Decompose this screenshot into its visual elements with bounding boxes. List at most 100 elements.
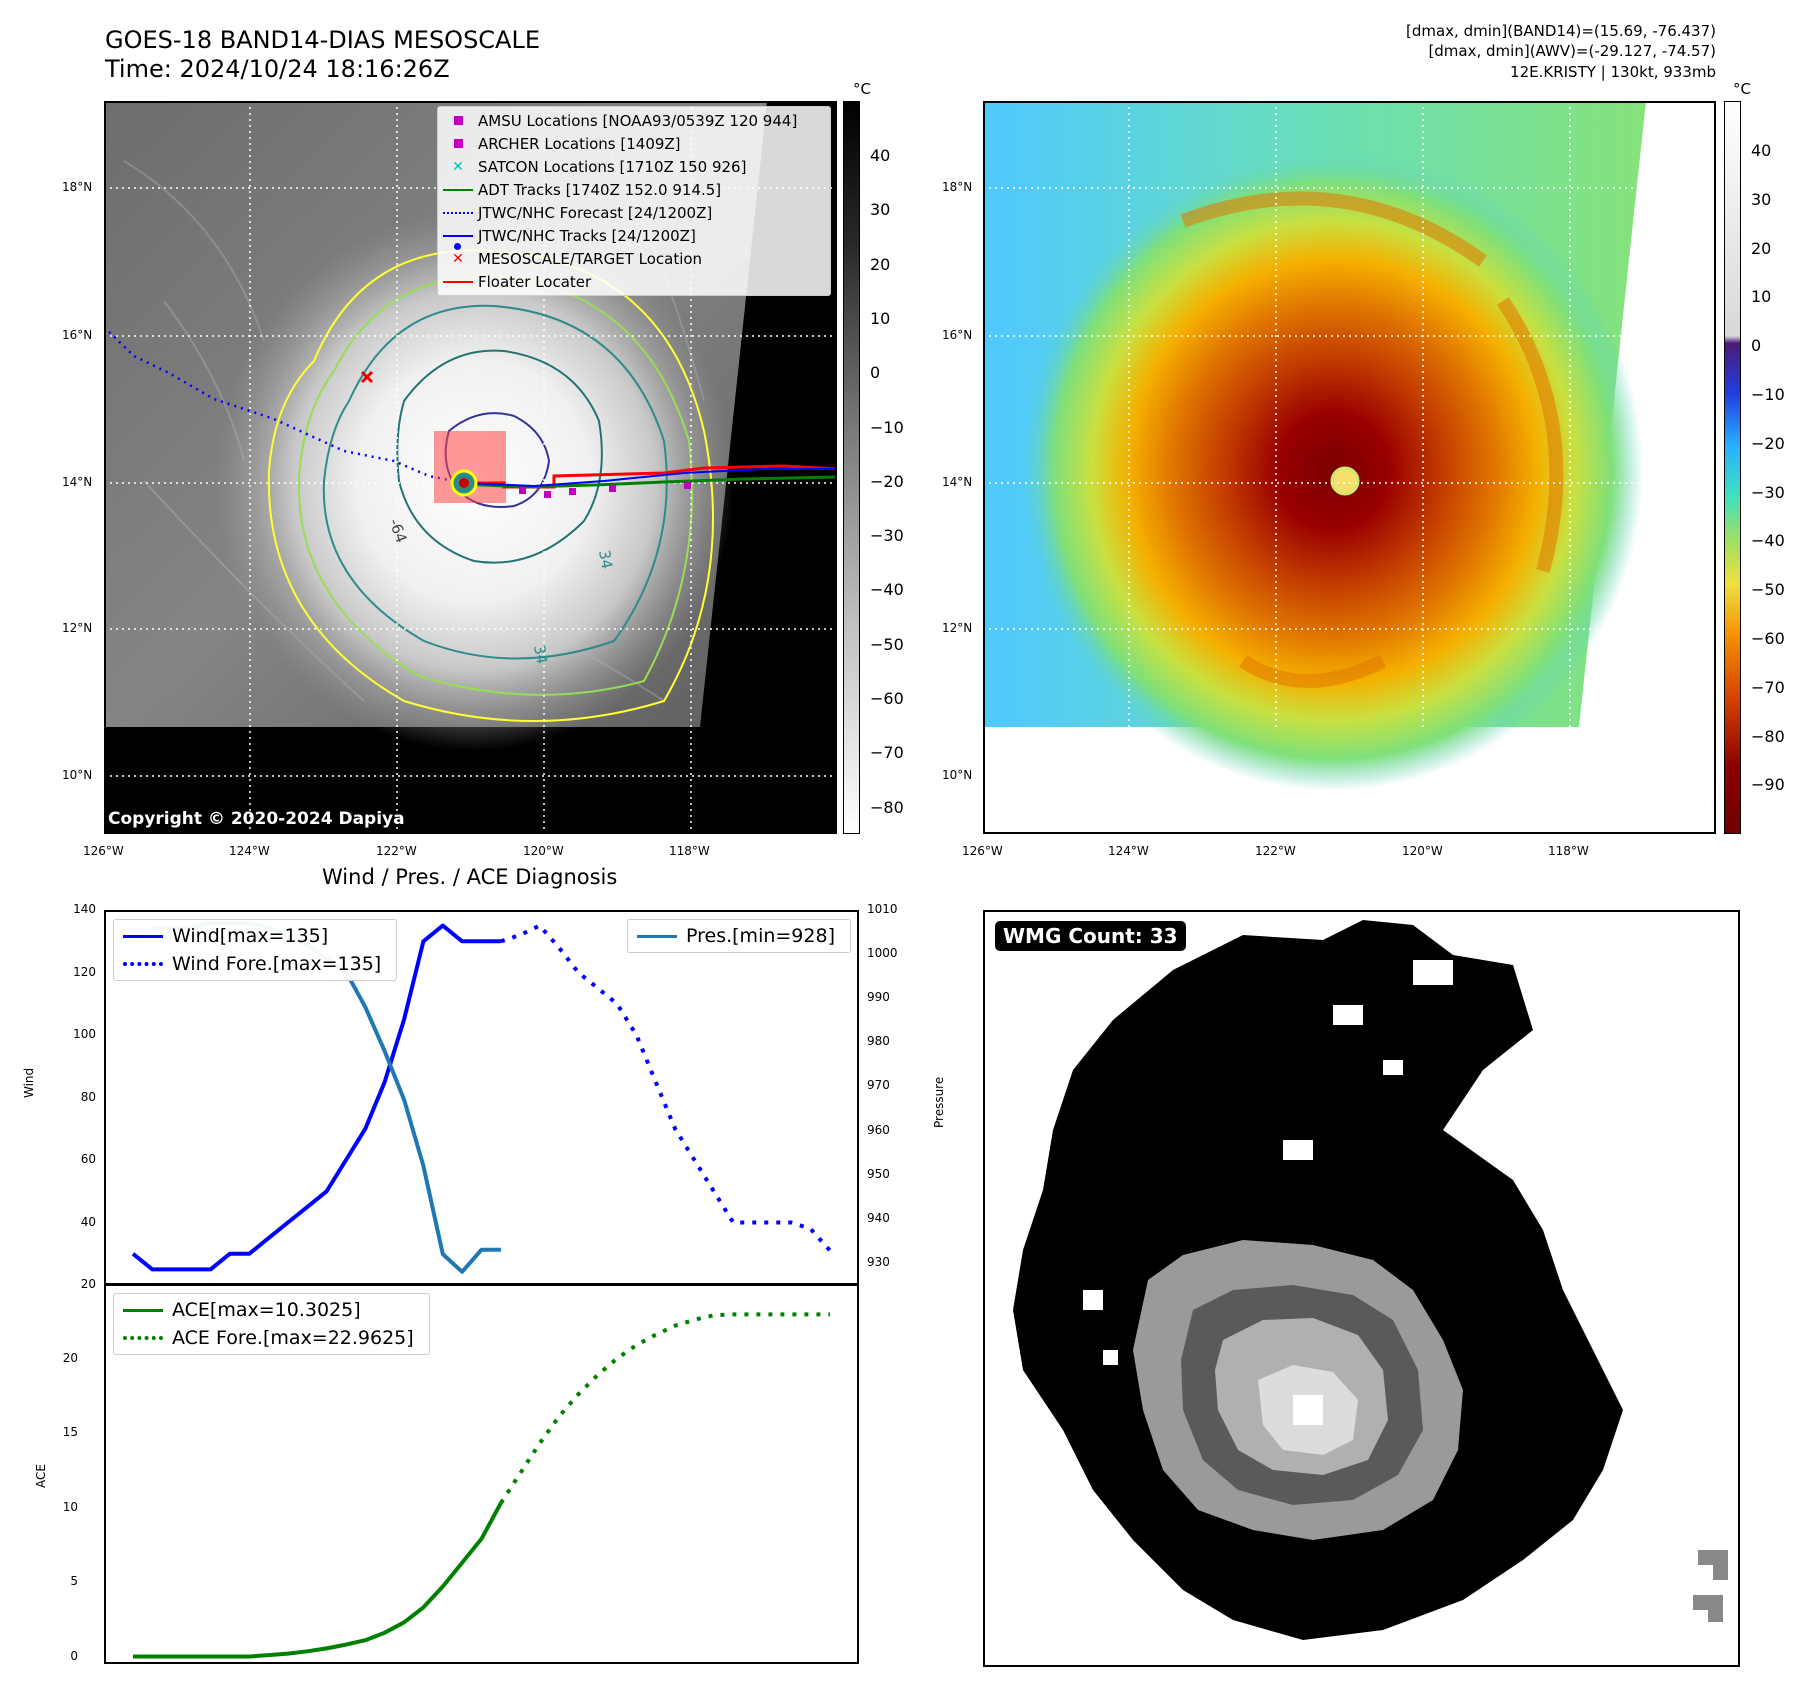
- colorbar-gray-ticks: 40 30 20 10 0 −10 −20 −30 −40 −50 −60 −70 −80: [864, 101, 924, 834]
- line-icon: [123, 934, 163, 938]
- legend-ace-forecast: ACE Fore.[max=22.9625]: [114, 1324, 429, 1352]
- pressure-ytick: 970: [867, 1078, 890, 1093]
- info-line3: 12E.KRISTY | 130kt, 933mb: [1510, 63, 1716, 81]
- line-icon: [443, 280, 473, 283]
- square-marker-icon: [453, 139, 463, 148]
- awv-lon-label-126: 126°W: [962, 844, 1003, 858]
- colorbar-unit-gray: °C: [853, 80, 871, 98]
- colorbar-color-tick: 30: [1751, 189, 1772, 209]
- ace-ytick: 10: [62, 1499, 78, 1514]
- colorbar-color-tick: 10: [1751, 287, 1772, 307]
- lon-label-118: 118°W: [669, 844, 710, 858]
- legend-entry-mesoscale: ✕ MESOSCALE/TARGET Location: [438, 247, 830, 270]
- awv-spiral-bands: [1180, 191, 1564, 688]
- ace-forecast-line: [499, 1312, 830, 1505]
- colorbar-gray-tick: −50: [870, 634, 904, 654]
- awv-lon-label-118: 118°W: [1548, 844, 1589, 858]
- colorbar-color-tick: −60: [1751, 629, 1785, 648]
- line-dot-icon: [438, 234, 478, 250]
- lat-label-10: 10°N: [62, 768, 93, 782]
- ace-line: [133, 1502, 503, 1659]
- pressure-axis-label: Pressure: [932, 1076, 946, 1128]
- colorbar-gray-tick: 40: [870, 146, 891, 165]
- awv-map-frame: [983, 101, 1716, 834]
- legend-pressure: Pres.[min=928]: [628, 922, 850, 950]
- wind-axis-label: Wind: [22, 1067, 36, 1098]
- x-marker-icon: ✕: [452, 250, 464, 267]
- awv-lat-label-12: 12°N: [942, 621, 973, 635]
- mesoscale-target-marker: [360, 370, 374, 384]
- pressure-ytick: 1000: [867, 946, 898, 961]
- pressure-ytick: 990: [867, 990, 890, 1005]
- pressure-ytick: 1010: [867, 902, 898, 916]
- lat-label-12: 12°N: [62, 621, 93, 635]
- colorbar-color-tick: −90: [1751, 775, 1785, 795]
- legend-ace: ACE[max=10.3025]: [114, 1296, 429, 1324]
- amsu-points: [519, 482, 691, 498]
- colorbar-gray-tick: −10: [870, 417, 904, 437]
- legend-entry-satcon: ✕ SATCON Locations [1710Z 150 926]: [438, 155, 830, 178]
- colorbar-color-tick: 20: [1751, 238, 1772, 258]
- wmg-frame: [983, 910, 1740, 1667]
- pressure-legend: Pres.[min=928]: [627, 919, 851, 953]
- wmg-holes: [1023, 960, 1453, 1420]
- colorbar-color-tick: −30: [1751, 482, 1785, 502]
- awv-gridlines: [983, 101, 1716, 727]
- colorbar-color: [1724, 101, 1741, 834]
- legend-wind-forecast: Wind Fore.[max=135]: [114, 950, 396, 978]
- colorbar-color-tick: 0: [1751, 336, 1762, 356]
- pressure-ytick: 960: [867, 1122, 890, 1137]
- storm-center-dot: [459, 478, 469, 488]
- colorbar-color-tick: −20: [1751, 433, 1785, 453]
- awv-lon-label-120: 120°W: [1402, 844, 1443, 858]
- colorbar-unit-color: °C: [1733, 80, 1751, 98]
- colorbar-color-ticks: 40 30 20 10 0 −10 −20 −30 −40 −50 −60 −70 −80 −90: [1745, 101, 1797, 834]
- line-icon: [443, 188, 473, 191]
- x-marker-icon: ✕: [452, 158, 464, 175]
- colorbar-color-tick: −40: [1751, 531, 1785, 551]
- ace-ytick: 5: [70, 1574, 78, 1589]
- ace-ytick: 20: [62, 1350, 78, 1365]
- awv-lat-label-18: 18°N: [942, 180, 973, 194]
- colorbar-gray-tick: −70: [870, 743, 904, 763]
- copyright-text: Copyright © 2020-2024 Dapiya: [108, 809, 405, 829]
- colorbar-gray-tick: −40: [870, 580, 904, 600]
- wind-ytick: 20: [80, 1277, 96, 1291]
- pressure-ytick: 950: [867, 1166, 890, 1181]
- colorbar-color-tick: −70: [1751, 677, 1785, 697]
- awv-map-panel: [983, 101, 1716, 834]
- dotted-line-icon: [123, 1336, 163, 1340]
- pressure-ytick: 930: [867, 1254, 890, 1269]
- lon-label-120: 120°W: [523, 844, 564, 858]
- ace-ytick: 15: [62, 1425, 78, 1440]
- colorbar-gray-tick: 0: [870, 363, 881, 383]
- legend-entry-tracks: JTWC/NHC Tracks [24/1200Z]: [438, 224, 830, 250]
- legend-entry-amsu: AMSU Locations [NOAA93/0539Z 120 944]: [438, 109, 830, 132]
- dotted-line-icon: [123, 962, 163, 966]
- wind-ytick: 100: [73, 1027, 96, 1041]
- wind-ytick: 60: [80, 1152, 96, 1166]
- colorbar-gray: [843, 101, 860, 834]
- wind-ytick: 140: [73, 902, 96, 916]
- ir-map-panel: -64 34 34 AMSU Locations [NOAA93/0539Z 1…: [103, 101, 838, 834]
- awv-lon-label-124: 124°W: [1108, 844, 1149, 858]
- legend-entry-floater: Floater Locater: [438, 270, 830, 293]
- lat-label-18: 18°N: [62, 180, 93, 194]
- awv-lat-label-10: 10°N: [942, 768, 973, 782]
- ace-legend: ACE[max=10.3025] ACE Fore.[max=22.9625]: [113, 1293, 430, 1355]
- wmg-eye: [1293, 1395, 1323, 1425]
- awv-map: [983, 101, 1716, 834]
- colorbar-gray-tick: −60: [870, 689, 904, 708]
- ace-ytick: 0: [70, 1648, 78, 1663]
- colorbar-gray-tick: −20: [870, 471, 904, 491]
- info-line1: [dmax, dmin](BAND14)=(15.69, -76.437): [1405, 22, 1716, 40]
- legend-wind: Wind[max=135]: [114, 922, 396, 950]
- wmg-panel: WMG Count: 33: [983, 910, 1740, 1667]
- wind-forecast-line: [500, 923, 832, 1252]
- lon-label-126: 126°W: [83, 844, 124, 858]
- line-icon: [123, 1308, 163, 1312]
- wmg-image: [983, 910, 1740, 1667]
- wind-ytick: 40: [80, 1214, 96, 1229]
- ace-svg: [133, 1312, 830, 1659]
- wmg-count-badge: WMG Count: 33: [995, 921, 1186, 951]
